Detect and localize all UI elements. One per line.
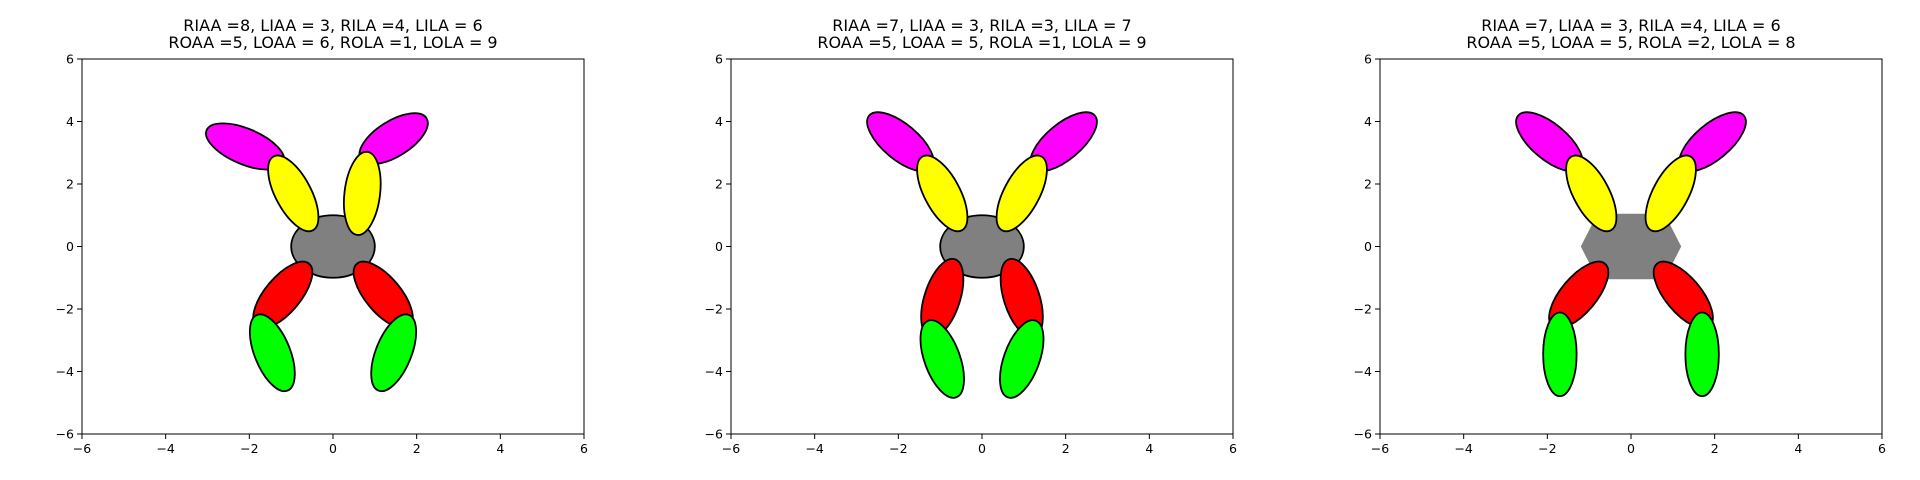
limb-segment [370, 313, 418, 393]
plot-area: −6 −4 −2 0 2 4 6 −6 −4 −2 0 2 4 6 [56, 52, 588, 457]
y-tick-label: −6 [705, 427, 723, 442]
x-tick-label: 6 [1229, 441, 1237, 456]
x-tick-label: −2 [1538, 441, 1556, 456]
limb-segment [1644, 154, 1697, 233]
x-tick-label: 2 [413, 441, 421, 456]
x-tick-label: 0 [329, 441, 337, 456]
y-tick-label: 6 [66, 52, 74, 67]
limb-segment [343, 150, 382, 236]
limb-segment [1684, 311, 1720, 398]
plot-area: −6 −4 −2 0 2 4 6 −6 −4 −2 0 2 4 6 [1354, 52, 1886, 457]
x-tick-label: −6 [722, 441, 740, 456]
y-tick-label: −4 [1354, 364, 1372, 379]
x-tick-label: −2 [889, 441, 907, 456]
x-tick-label: 4 [496, 441, 504, 456]
y-tick-label: 0 [66, 239, 74, 254]
limb-segment [1565, 154, 1618, 233]
plot-area: −6 −4 −2 0 2 4 6 −6 −4 −2 0 2 4 6 [705, 52, 1237, 457]
limb-segment [267, 154, 320, 233]
y-tick-label: 4 [1364, 114, 1372, 129]
y-tick-label: −2 [56, 302, 74, 317]
limb-segment [916, 154, 969, 233]
limb-segment [995, 154, 1048, 233]
x-tick-label: −4 [1454, 441, 1472, 456]
x-tick-label: 0 [978, 441, 986, 456]
y-tick-label: −4 [705, 364, 723, 379]
y-tick-label: 0 [1364, 239, 1372, 254]
x-tick-label: 4 [1145, 441, 1153, 456]
y-tick-label: 0 [715, 239, 723, 254]
panel-title-line2: ROAA =5, LOAA = 5, ROLA =2, LOLA = 8 [1466, 33, 1795, 52]
panel-1: RIAA =8, LIAA = 3, RILA =4, LILA = 6 ROA… [56, 16, 588, 456]
y-tick-label: 6 [1364, 52, 1372, 67]
limb-segment [919, 319, 965, 399]
x-tick-label: 0 [1627, 441, 1635, 456]
limb-segment [248, 313, 296, 393]
y-tick-label: 2 [1364, 177, 1372, 192]
limb-segment [999, 319, 1045, 399]
x-tick-label: −6 [1371, 441, 1389, 456]
y-tick-label: 4 [66, 114, 74, 129]
panel-title-line2: ROAA =5, LOAA = 6, ROLA =1, LOLA = 9 [168, 33, 497, 52]
panel-title-line1: RIAA =7, LIAA = 3, RILA =4, LILA = 6 [1481, 16, 1780, 35]
x-tick-label: −2 [240, 441, 258, 456]
panel-2: RIAA =7, LIAA = 3, RILA =3, LILA = 7 ROA… [705, 16, 1237, 456]
panel-title-line1: RIAA =8, LIAA = 3, RILA =4, LILA = 6 [183, 16, 482, 35]
panel-title-line2: ROAA =5, LOAA = 5, ROLA =1, LOLA = 9 [817, 33, 1146, 52]
x-tick-label: 6 [580, 441, 588, 456]
x-tick-label: −6 [73, 441, 91, 456]
y-tick-label: −4 [56, 364, 74, 379]
panel-title-line1: RIAA =7, LIAA = 3, RILA =3, LILA = 7 [832, 16, 1131, 35]
y-tick-label: −2 [1354, 302, 1372, 317]
panel-3: RIAA =7, LIAA = 3, RILA =4, LILA = 6 ROA… [1354, 16, 1886, 456]
y-tick-label: 2 [66, 177, 74, 192]
y-tick-label: −6 [1354, 427, 1372, 442]
x-tick-label: 6 [1878, 441, 1886, 456]
y-tick-label: 6 [715, 52, 723, 67]
x-tick-label: 4 [1794, 441, 1802, 456]
y-tick-label: 2 [715, 177, 723, 192]
y-tick-label: −6 [56, 427, 74, 442]
limb-segment [1542, 311, 1578, 398]
x-tick-label: 2 [1711, 441, 1719, 456]
x-tick-label: −4 [805, 441, 823, 456]
y-tick-label: 4 [715, 114, 723, 129]
x-tick-label: −4 [156, 441, 174, 456]
x-tick-label: 2 [1062, 441, 1070, 456]
y-tick-label: −2 [705, 302, 723, 317]
